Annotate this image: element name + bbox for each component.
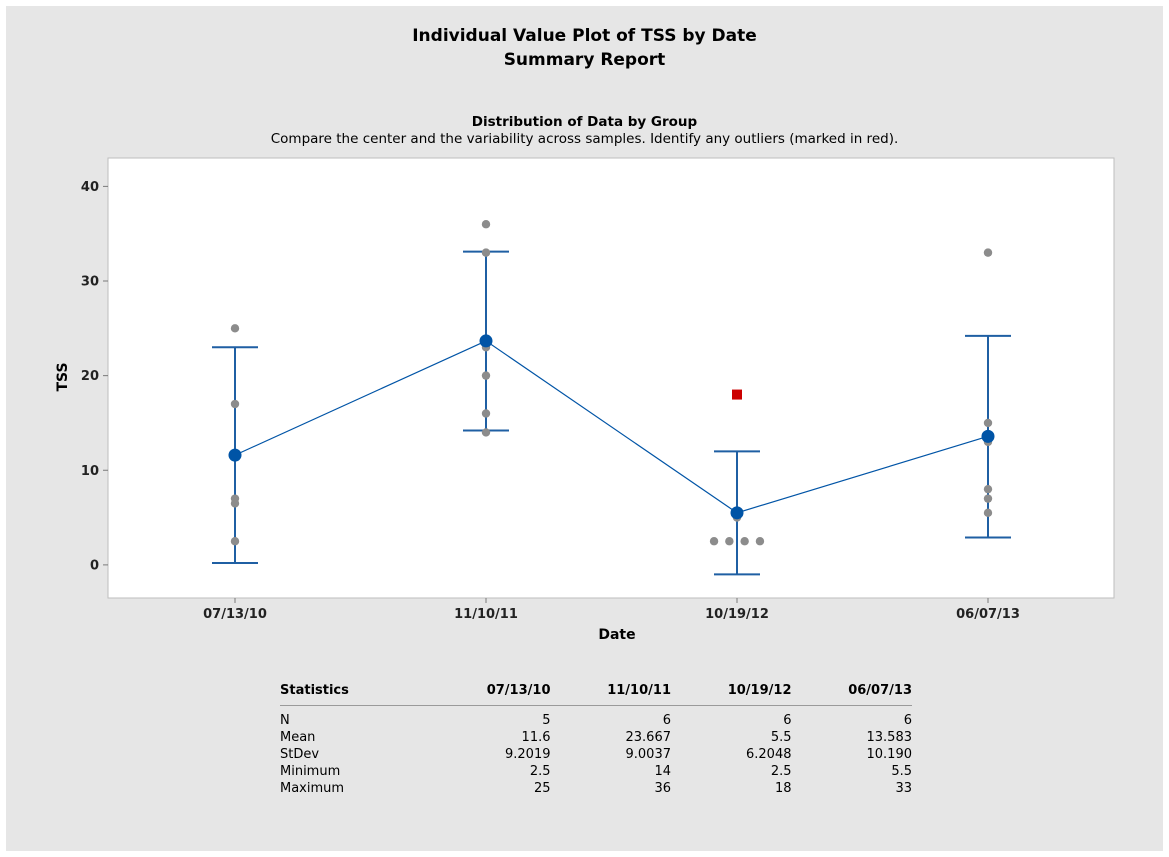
statistics-cell: 6.2048 <box>746 747 792 762</box>
data-point <box>755 537 765 546</box>
chart-section-description: Compare the center and the variability a… <box>270 131 899 147</box>
y-tick-label: 40 <box>81 180 99 195</box>
y-axis-title: TSS <box>55 362 71 391</box>
statistics-cell: Maximum <box>280 781 345 796</box>
data-point <box>481 220 491 229</box>
chart-section-title: Distribution of Data by Group <box>471 114 698 130</box>
statistics-row: StDev 9.2019 9.0037 6.2048 10.190 <box>280 746 912 763</box>
data-point <box>481 371 491 380</box>
statistics-cell: 18 <box>774 781 792 796</box>
report-subtitle: Summary Report <box>503 50 666 70</box>
plot-area <box>107 157 1115 599</box>
x-tick-label: 10/19/12 <box>705 607 769 622</box>
report-title: Individual Value Plot of TSS by Date <box>412 26 757 46</box>
statistics-cell: 36 <box>654 781 671 796</box>
y-tick-label: 30 <box>81 275 99 290</box>
data-point <box>983 418 993 428</box>
mean-point <box>981 429 995 443</box>
statistics-cell: N <box>280 713 290 728</box>
data-point <box>983 508 993 518</box>
data-point <box>230 324 240 333</box>
statistics-cell: 5.5 <box>891 764 912 779</box>
data-point <box>481 248 491 257</box>
statistics-cell: 11.6 <box>521 730 551 745</box>
statistics-header-cell: 06/07/13 <box>791 681 912 706</box>
x-tick-label: 06/07/13 <box>956 607 1020 622</box>
statistics-header-cell: 10/19/12 <box>671 681 792 706</box>
statistics-row: Minimum 2.5 14 2.5 5.5 <box>280 763 912 780</box>
statistics-cell: Mean <box>280 730 316 745</box>
statistics-header-cell: 07/13/10 <box>430 681 551 706</box>
statistics-cell: 5 <box>542 713 551 728</box>
data-point <box>481 409 491 418</box>
statistics-row: Mean 11.6 23.667 5.5 13.583 <box>280 729 912 746</box>
individual-value-plot: 0 10 20 30 40 07/13/10 11/10/11 10/19/12 06/07/1… <box>55 157 1115 643</box>
statistics-cell: 14 <box>654 764 671 779</box>
data-point <box>725 537 734 546</box>
statistics-cell: 13.583 <box>866 730 913 745</box>
data-point <box>983 494 993 503</box>
y-tick-label: 0 <box>90 558 99 573</box>
data-point <box>230 537 240 546</box>
statistics-cell: 23.667 <box>625 730 672 745</box>
statistics-header-cell: Statistics <box>280 681 430 706</box>
x-tick-label: 11/10/11 <box>454 607 518 622</box>
statistics-cell: 6 <box>903 713 912 728</box>
statistics-cell: 2.5 <box>770 764 792 779</box>
y-tick-label: 20 <box>81 369 99 384</box>
statistics-cell: 9.0037 <box>625 747 672 762</box>
outlier-point <box>732 389 742 400</box>
statistics-cell: 5.5 <box>770 730 792 745</box>
mean-point <box>228 448 242 462</box>
data-point <box>740 537 749 546</box>
statistics-cell: Minimum <box>280 764 341 779</box>
statistics-cell: 25 <box>533 781 551 796</box>
data-point <box>230 494 240 503</box>
x-tick-label: 07/13/10 <box>203 607 267 622</box>
x-axis-title: Date <box>598 627 635 643</box>
statistics-header-row: Statistics 07/13/10 11/10/11 10/19/12 06… <box>280 681 912 706</box>
statistics-cell: 33 <box>895 781 912 796</box>
statistics-cell: StDev <box>280 747 320 762</box>
statistics-cell: 2.5 <box>529 764 551 779</box>
statistics-row: N 5 6 6 6 <box>280 706 912 730</box>
data-point <box>983 484 993 494</box>
statistics-cell: 9.2019 <box>505 747 551 762</box>
y-tick-label: 10 <box>81 464 99 479</box>
data-point <box>481 428 491 437</box>
mean-connect-line <box>234 340 989 514</box>
statistics-header-cell: 11/10/11 <box>550 681 671 706</box>
mean-point <box>730 506 744 520</box>
data-point <box>983 248 993 257</box>
statistics-row: Maximum 25 36 18 33 <box>280 780 912 797</box>
statistics-cell: 6 <box>783 713 792 728</box>
mean-point <box>479 334 493 348</box>
data-point <box>709 537 719 546</box>
statistics-table: Statistics 07/13/10 11/10/11 10/19/12 06… <box>280 681 912 797</box>
statistics-cell: 10.190 <box>866 747 913 762</box>
statistics-cell: 6 <box>662 713 671 728</box>
data-point <box>230 399 240 409</box>
